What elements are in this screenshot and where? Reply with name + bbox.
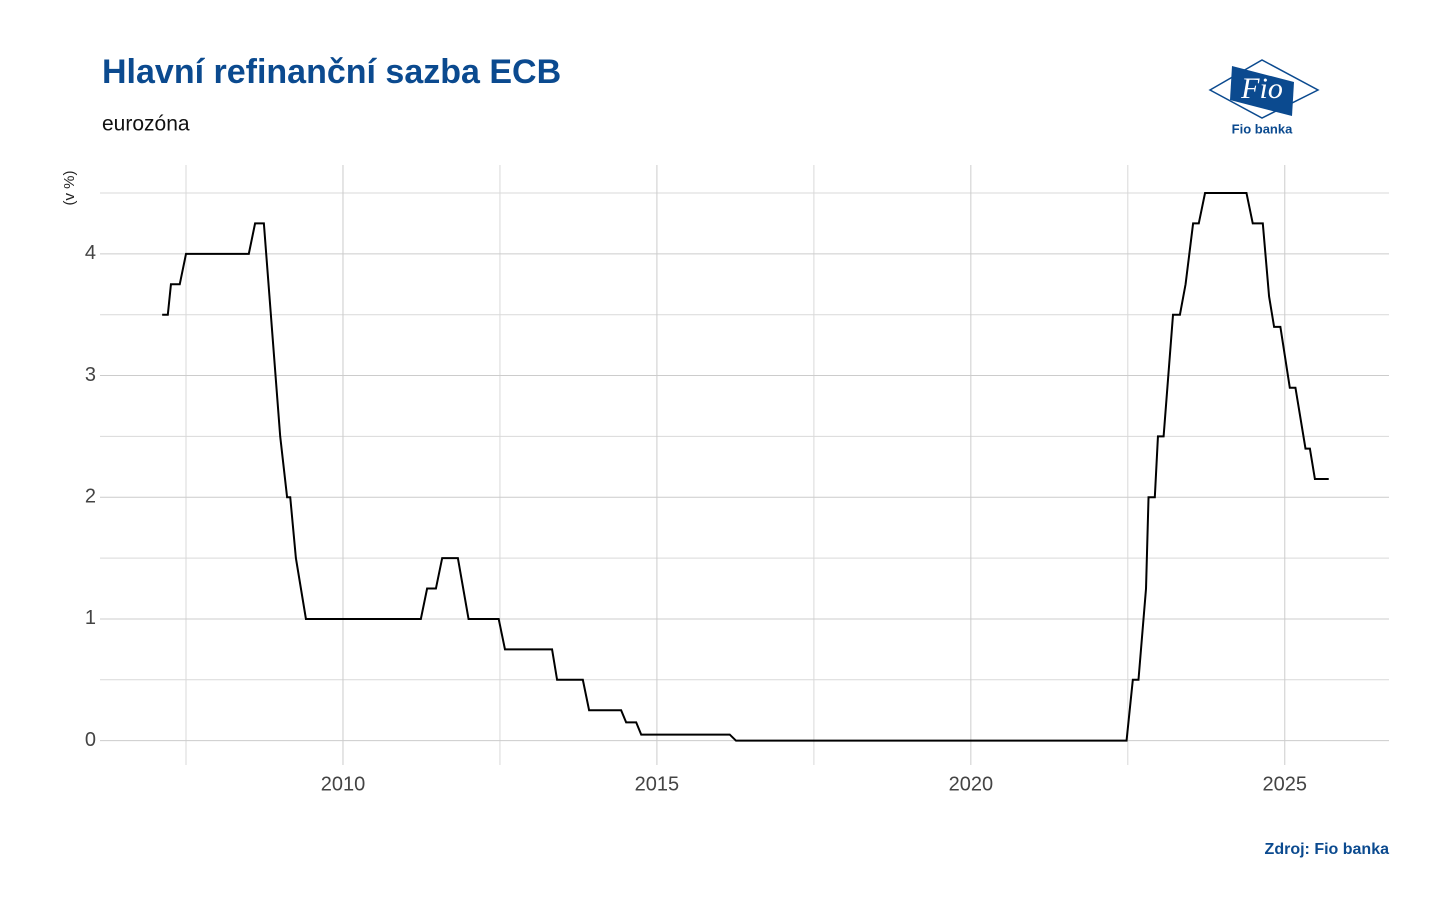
x-tick-label: 2015 — [635, 773, 680, 795]
chart-subtitle: eurozóna — [102, 113, 190, 136]
y-tick-label: 0 — [85, 729, 96, 751]
y-tick-label: 1 — [85, 607, 96, 629]
line — [162, 191, 1329, 742]
x-tick-label: 2025 — [1263, 773, 1308, 795]
grid — [100, 165, 1389, 765]
y-tick-label: 3 — [85, 364, 96, 386]
logo-mark: Fio — [1240, 72, 1283, 105]
logo-shape — [1230, 66, 1294, 116]
y-tick-label: 2 — [85, 486, 96, 508]
x-tick-label: 2010 — [321, 773, 366, 795]
y-tick-label: 4 — [85, 242, 96, 264]
source: Zdroj: Fio banka — [1265, 841, 1390, 858]
x-tick-label: 2020 — [949, 773, 994, 795]
logo-name: Fio banka — [1232, 121, 1293, 136]
logo: Fio Fio banka — [1208, 59, 1320, 136]
y-axis-label: (v %) — [61, 171, 78, 206]
chart-title: Hlavní refinanční sazba ECB — [102, 53, 561, 91]
